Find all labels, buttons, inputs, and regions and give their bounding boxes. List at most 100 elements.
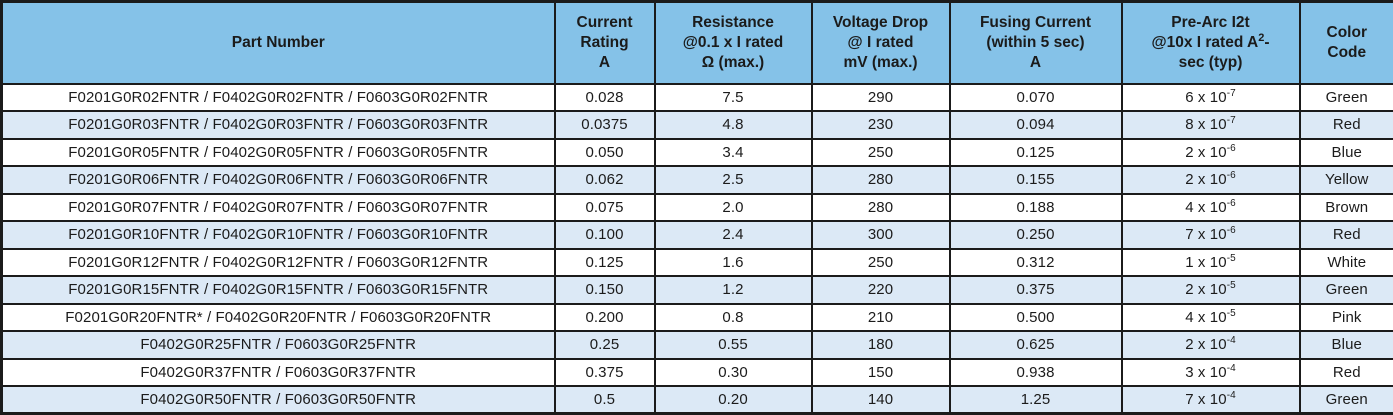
header-current-rating: Current Rating A xyxy=(553,0,656,85)
header-line: Fusing Current xyxy=(979,14,1092,31)
i2t-exponent: -4 xyxy=(1226,362,1236,374)
cell-resistance: 3.4 xyxy=(653,137,813,167)
table-row: F0402G0R25FNTR / F0603G0R25FNTR 0.25 0.5… xyxy=(0,330,1393,360)
i2t-mantissa: 2 x 10 xyxy=(1185,143,1227,161)
cell-resistance: 0.55 xyxy=(653,330,813,360)
cell-fusing-current: 1.25 xyxy=(948,385,1123,415)
cell-prearc-i2t: 8 x 10-7 xyxy=(1120,110,1301,140)
cell-color-code: Pink xyxy=(1298,302,1393,332)
cell-fusing-current: 0.155 xyxy=(948,165,1123,195)
cell-part-number: F0402G0R25FNTR / F0603G0R25FNTR xyxy=(0,330,556,360)
cell-prearc-i2t: 2 x 10-6 xyxy=(1120,137,1301,167)
cell-color-code: Blue xyxy=(1298,137,1393,167)
header-color-code: Color Code xyxy=(1298,0,1393,85)
cell-fusing-current: 0.070 xyxy=(948,82,1123,112)
cell-fusing-current: 0.250 xyxy=(948,220,1123,250)
cell-current-rating: 0.200 xyxy=(553,302,656,332)
cell-current-rating: 0.375 xyxy=(553,357,656,387)
table-row: F0402G0R37FNTR / F0603G0R37FNTR 0.375 0.… xyxy=(0,357,1393,387)
cell-current-rating: 0.028 xyxy=(553,82,656,112)
cell-prearc-i2t: 4 x 10-5 xyxy=(1120,302,1301,332)
header-text: - xyxy=(1264,33,1270,51)
cell-prearc-i2t: 1 x 10-5 xyxy=(1120,247,1301,277)
cell-prearc-i2t: 4 x 10-6 xyxy=(1120,192,1301,222)
cell-color-code: Red xyxy=(1298,357,1393,387)
i2t-mantissa: 4 x 10 xyxy=(1185,198,1227,216)
header-part-number: Part Number xyxy=(0,0,556,85)
i2t-exponent: -4 xyxy=(1226,335,1236,347)
table-row: F0201G0R02FNTR / F0402G0R02FNTR / F0603G… xyxy=(0,82,1393,112)
header-line: Rating xyxy=(580,33,629,51)
cell-color-code: White xyxy=(1298,247,1393,277)
cell-current-rating: 0.062 xyxy=(553,165,656,195)
cell-voltage-drop: 250 xyxy=(810,247,951,277)
i2t-exponent: -7 xyxy=(1226,87,1236,99)
header-line: Part Number xyxy=(231,33,325,51)
cell-current-rating: 0.25 xyxy=(553,330,656,360)
i2t-exponent: -6 xyxy=(1226,142,1236,154)
cell-resistance: 0.8 xyxy=(653,302,813,332)
cell-part-number: F0201G0R10FNTR / F0402G0R10FNTR / F0603G… xyxy=(0,220,556,250)
header-prearc-i2t: Pre-Arc I2t @10x I rated A2- sec (typ) xyxy=(1120,0,1301,85)
cell-voltage-drop: 150 xyxy=(810,357,951,387)
cell-color-code: Red xyxy=(1298,220,1393,250)
i2t-exponent: -6 xyxy=(1226,225,1236,237)
cell-fusing-current: 0.625 xyxy=(948,330,1123,360)
cell-part-number: F0201G0R03FNTR / F0402G0R03FNTR / F0603G… xyxy=(0,110,556,140)
table-row: F0201G0R03FNTR / F0402G0R03FNTR / F0603G… xyxy=(0,110,1393,140)
i2t-mantissa: 2 x 10 xyxy=(1185,336,1227,354)
header-resistance: Resistance @0.1 x I rated Ω (max.) xyxy=(653,0,813,85)
cell-resistance: 1.6 xyxy=(653,247,813,277)
cell-resistance: 0.30 xyxy=(653,357,813,387)
cell-fusing-current: 0.375 xyxy=(948,275,1123,305)
cell-current-rating: 0.075 xyxy=(553,192,656,222)
cell-part-number: F0402G0R50FNTR / F0603G0R50FNTR xyxy=(0,385,556,415)
cell-voltage-drop: 250 xyxy=(810,137,951,167)
cell-fusing-current: 0.938 xyxy=(948,357,1123,387)
cell-part-number: F0201G0R05FNTR / F0402G0R05FNTR / F0603G… xyxy=(0,137,556,167)
i2t-exponent: -5 xyxy=(1226,280,1236,292)
cell-voltage-drop: 140 xyxy=(810,385,951,415)
table-row: F0402G0R50FNTR / F0603G0R50FNTR 0.5 0.20… xyxy=(0,385,1393,415)
cell-color-code: Green xyxy=(1298,82,1393,112)
cell-part-number: F0201G0R02FNTR / F0402G0R02FNTR / F0603G… xyxy=(0,82,556,112)
cell-voltage-drop: 180 xyxy=(810,330,951,360)
header-line: A xyxy=(1029,53,1042,71)
cell-color-code: Brown xyxy=(1298,192,1393,222)
cell-prearc-i2t: 2 x 10-6 xyxy=(1120,165,1301,195)
table-body: F0201G0R02FNTR / F0402G0R02FNTR / F0603G… xyxy=(0,82,1393,415)
header-line: Voltage Drop xyxy=(832,14,929,31)
cell-resistance: 7.5 xyxy=(653,82,813,112)
header-line: Resistance xyxy=(692,14,774,31)
cell-prearc-i2t: 7 x 10-4 xyxy=(1120,385,1301,415)
cell-voltage-drop: 280 xyxy=(810,192,951,222)
i2t-mantissa: 7 x 10 xyxy=(1185,391,1227,408)
cell-voltage-drop: 230 xyxy=(810,110,951,140)
header-voltage-drop: Voltage Drop @ I rated mV (max.) xyxy=(810,0,951,85)
cell-current-rating: 0.100 xyxy=(553,220,656,250)
cell-resistance: 4.8 xyxy=(653,110,813,140)
i2t-mantissa: 2 x 10 xyxy=(1185,281,1227,299)
cell-voltage-drop: 280 xyxy=(810,165,951,195)
cell-fusing-current: 0.500 xyxy=(948,302,1123,332)
cell-color-code: Green xyxy=(1298,385,1393,415)
header-superscript: 2 xyxy=(1258,31,1265,44)
cell-prearc-i2t: 3 x 10-4 xyxy=(1120,357,1301,387)
i2t-exponent: -7 xyxy=(1226,115,1236,127)
header-line: Current xyxy=(576,14,633,31)
header-line: A xyxy=(598,53,611,71)
header-text: @10x I rated A xyxy=(1151,33,1259,51)
header-fusing-current: Fusing Current (within 5 sec) A xyxy=(948,0,1123,85)
cell-part-number: F0201G0R07FNTR / F0402G0R07FNTR / F0603G… xyxy=(0,192,556,222)
i2t-mantissa: 1 x 10 xyxy=(1185,253,1227,271)
cell-voltage-drop: 220 xyxy=(810,275,951,305)
cell-prearc-i2t: 6 x 10-7 xyxy=(1120,82,1301,112)
cell-part-number: F0201G0R06FNTR / F0402G0R06FNTR / F0603G… xyxy=(0,165,556,195)
cell-fusing-current: 0.188 xyxy=(948,192,1123,222)
table-row: F0201G0R06FNTR / F0402G0R06FNTR / F0603G… xyxy=(0,165,1393,195)
cell-current-rating: 0.050 xyxy=(553,137,656,167)
i2t-exponent: -6 xyxy=(1226,170,1236,182)
cell-color-code: Green xyxy=(1298,275,1393,305)
cell-fusing-current: 0.312 xyxy=(948,247,1123,277)
